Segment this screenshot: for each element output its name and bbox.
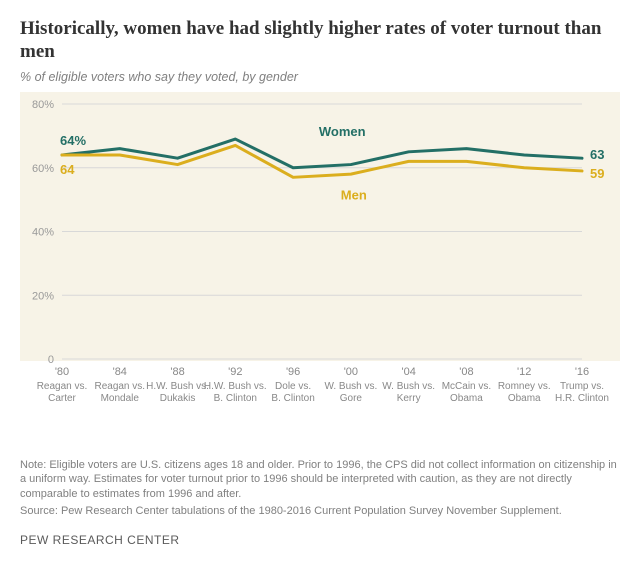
svg-text:Carter: Carter: [48, 393, 76, 404]
svg-text:'12: '12: [517, 366, 531, 378]
svg-text:Obama: Obama: [450, 393, 483, 404]
svg-text:H.W. Bush vs.: H.W. Bush vs.: [146, 381, 209, 392]
svg-text:60%: 60%: [32, 162, 54, 174]
svg-text:'80: '80: [55, 366, 69, 378]
svg-text:Trump vs.: Trump vs.: [560, 381, 604, 392]
svg-text:'00: '00: [344, 366, 358, 378]
svg-text:'96: '96: [286, 366, 300, 378]
svg-text:Reagan vs.: Reagan vs.: [37, 381, 88, 392]
chart-area: 0 20% 40% 60% 80% 64% 64 63 59 Women Men '80 Reagan …: [20, 92, 620, 452]
svg-text:H.W. Bush vs.: H.W. Bush vs.: [204, 381, 267, 392]
svg-text:80%: 80%: [32, 99, 54, 111]
svg-text:'92: '92: [228, 366, 242, 378]
chart-note: Note: Eligible voters are U.S. citizens …: [20, 458, 620, 503]
svg-text:63: 63: [590, 147, 604, 162]
svg-text:40%: 40%: [32, 226, 54, 238]
svg-text:59: 59: [590, 166, 604, 181]
svg-text:McCain vs.: McCain vs.: [442, 381, 491, 392]
svg-text:B. Clinton: B. Clinton: [271, 393, 314, 404]
svg-text:Gore: Gore: [340, 393, 363, 404]
svg-text:Kerry: Kerry: [397, 393, 421, 404]
svg-text:Dukakis: Dukakis: [160, 393, 196, 404]
svg-text:Romney vs.: Romney vs.: [498, 381, 551, 392]
svg-text:64%: 64%: [60, 133, 86, 148]
svg-text:'88: '88: [170, 366, 184, 378]
svg-text:B. Clinton: B. Clinton: [214, 393, 257, 404]
svg-text:Men: Men: [341, 187, 367, 202]
svg-text:'84: '84: [113, 366, 127, 378]
svg-text:Dole vs.: Dole vs.: [275, 381, 311, 392]
svg-text:'08: '08: [459, 366, 473, 378]
chart-subtitle: % of eligible voters who say they voted,…: [20, 70, 620, 84]
svg-text:20%: 20%: [32, 290, 54, 302]
svg-text:Mondale: Mondale: [101, 393, 140, 404]
svg-text:Reagan vs.: Reagan vs.: [94, 381, 145, 392]
svg-text:H.R. Clinton: H.R. Clinton: [555, 393, 609, 404]
svg-text:W. Bush vs.: W. Bush vs.: [382, 381, 435, 392]
chart-title: Historically, women have had slightly hi…: [20, 18, 620, 64]
svg-text:W. Bush vs.: W. Bush vs.: [324, 381, 377, 392]
svg-text:'04: '04: [401, 366, 415, 378]
svg-text:64: 64: [60, 162, 75, 177]
svg-text:'16: '16: [575, 366, 589, 378]
line-chart-svg: 0 20% 40% 60% 80% 64% 64 63 59 Women Men '80 Reagan …: [20, 92, 620, 452]
chart-source: Source: Pew Research Center tabulations …: [20, 504, 620, 519]
svg-text:Women: Women: [319, 123, 366, 138]
svg-text:0: 0: [48, 354, 54, 366]
svg-text:Obama: Obama: [508, 393, 541, 404]
brand-label: PEW RESEARCH CENTER: [20, 533, 620, 547]
